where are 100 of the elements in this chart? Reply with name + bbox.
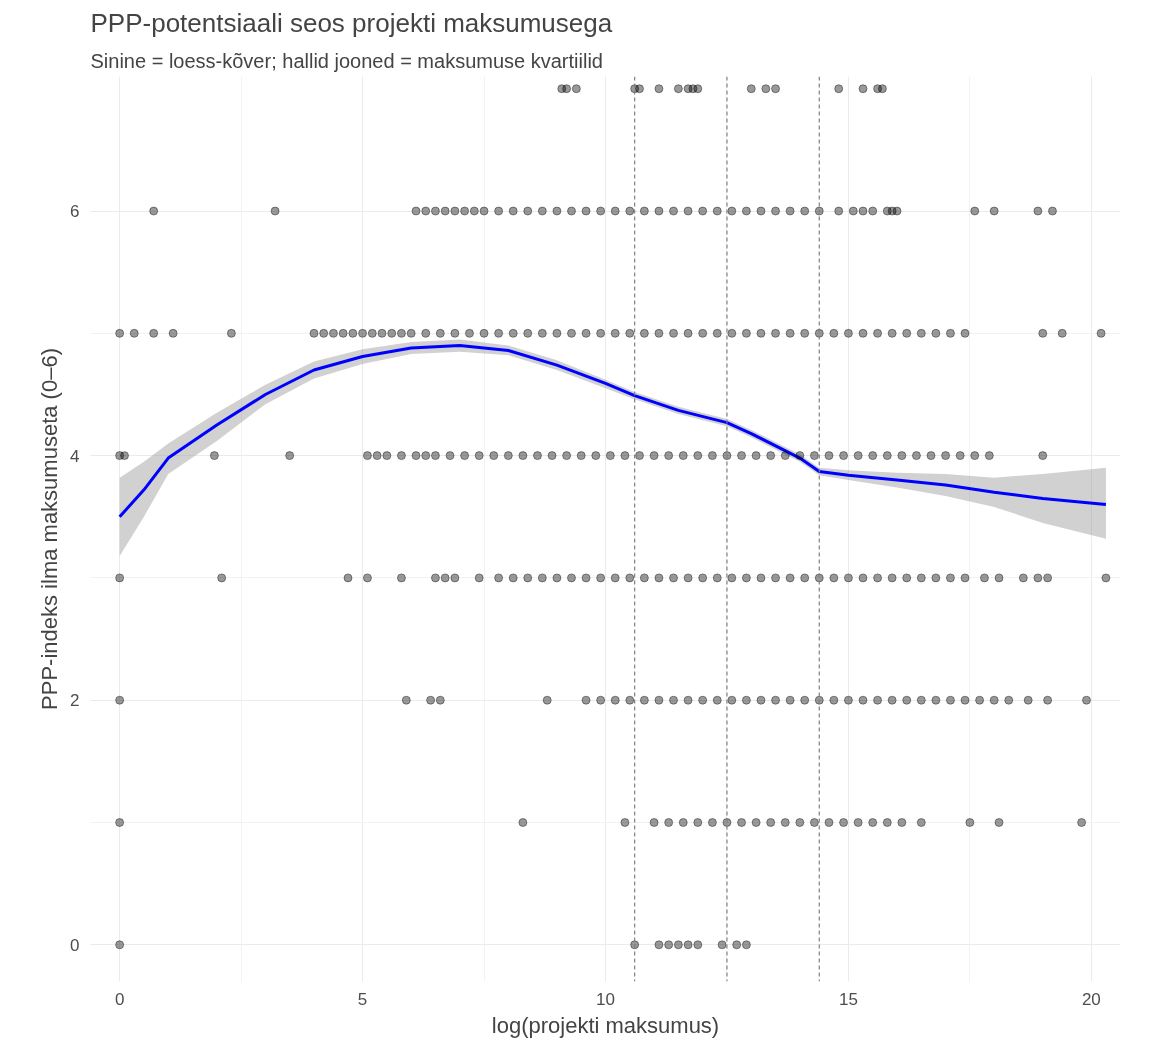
point	[605, 451, 615, 461]
point	[435, 328, 445, 338]
point	[741, 206, 751, 216]
point	[785, 328, 795, 338]
point	[639, 328, 649, 338]
point	[479, 328, 489, 338]
point	[115, 573, 125, 583]
point	[800, 695, 810, 705]
point	[839, 451, 849, 461]
point	[120, 451, 130, 461]
point	[639, 206, 649, 216]
point	[785, 573, 795, 583]
point	[596, 328, 606, 338]
point	[149, 328, 159, 338]
point	[669, 206, 679, 216]
point	[712, 328, 722, 338]
point	[217, 573, 227, 583]
point	[149, 206, 159, 216]
point	[897, 451, 907, 461]
point	[843, 573, 853, 583]
point	[955, 451, 965, 461]
point	[698, 695, 708, 705]
point	[508, 206, 518, 216]
chart-title: PPP-potentsiaali seos projekti maksumusega	[90, 7, 613, 38]
point	[537, 328, 547, 338]
point	[693, 451, 703, 461]
point	[800, 328, 810, 338]
point	[824, 818, 834, 828]
point	[654, 695, 664, 705]
point	[848, 206, 858, 216]
point	[717, 940, 727, 950]
point	[683, 573, 693, 583]
point	[751, 451, 761, 461]
point	[887, 695, 897, 705]
point	[460, 206, 470, 216]
x-axis-title: log(projekti maksumus)	[491, 1012, 720, 1038]
point	[562, 451, 572, 461]
point	[508, 573, 518, 583]
point	[168, 328, 178, 338]
point	[1081, 695, 1091, 705]
point	[887, 328, 897, 338]
point	[727, 206, 737, 216]
point	[858, 695, 868, 705]
point	[771, 573, 781, 583]
point	[518, 451, 528, 461]
point	[673, 84, 683, 94]
point	[683, 328, 693, 338]
point	[625, 206, 635, 216]
y-tick-label: 0	[70, 935, 80, 955]
point	[678, 451, 688, 461]
point	[421, 206, 431, 216]
point	[843, 328, 853, 338]
point	[625, 328, 635, 338]
point	[727, 695, 737, 705]
point	[664, 451, 674, 461]
point	[566, 573, 576, 583]
point	[411, 451, 421, 461]
point	[654, 940, 664, 950]
point	[780, 818, 790, 828]
point	[751, 818, 761, 828]
chart-subtitle: Sinine = loess-kõver; hallid jooned = maksumuse kvartiilid	[90, 49, 603, 72]
y-tick-label: 4	[70, 446, 80, 466]
point	[669, 328, 679, 338]
point	[430, 206, 440, 216]
point	[1038, 451, 1048, 461]
point	[916, 818, 926, 828]
point	[532, 451, 542, 461]
point	[571, 84, 581, 94]
point	[445, 451, 455, 461]
point	[285, 451, 295, 461]
point	[756, 573, 766, 583]
point	[654, 328, 664, 338]
point	[902, 695, 912, 705]
point	[358, 328, 368, 338]
point	[960, 573, 970, 583]
point	[382, 451, 392, 461]
point	[858, 328, 868, 338]
point	[873, 573, 883, 583]
point	[916, 328, 926, 338]
point	[1096, 328, 1106, 338]
point	[518, 818, 528, 828]
x-tick-label: 10	[596, 989, 615, 1009]
point	[450, 206, 460, 216]
point	[1033, 573, 1043, 583]
point	[829, 328, 839, 338]
point	[785, 206, 795, 216]
point	[771, 206, 781, 216]
point	[474, 451, 484, 461]
point	[858, 573, 868, 583]
point	[348, 328, 358, 338]
point	[372, 451, 382, 461]
point	[226, 328, 236, 338]
point	[1018, 573, 1028, 583]
point	[931, 328, 941, 338]
point	[785, 695, 795, 705]
point	[994, 573, 1004, 583]
point	[877, 84, 887, 94]
point	[1043, 573, 1053, 583]
point	[450, 573, 460, 583]
point	[795, 451, 805, 461]
